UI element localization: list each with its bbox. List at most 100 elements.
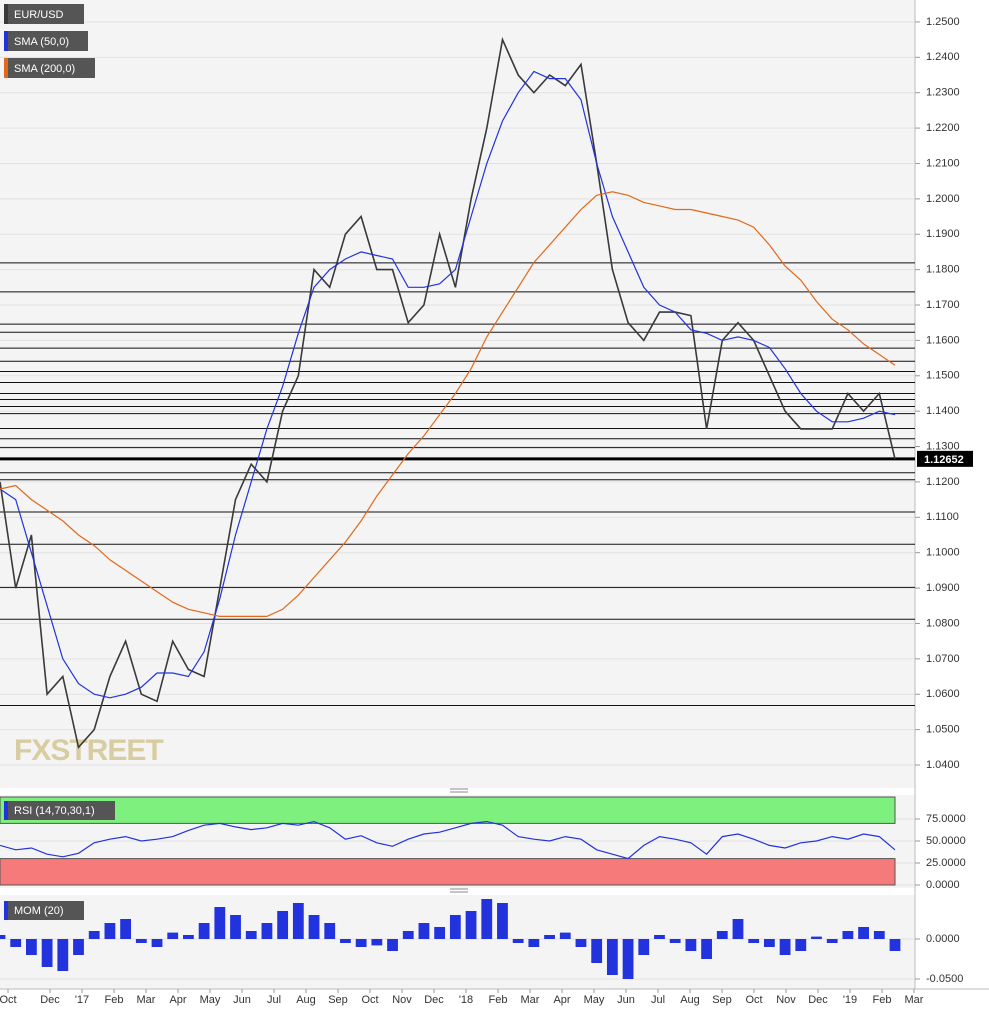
mom-bar xyxy=(842,931,854,939)
panel-title: MOM (20) xyxy=(4,901,84,920)
y-tick-label: 1.1800 xyxy=(926,264,960,276)
overbought-zone xyxy=(0,796,896,824)
y-tick-label: 1.0900 xyxy=(926,582,960,594)
mom-bar xyxy=(261,923,273,939)
mom-bar xyxy=(873,931,885,939)
y-tick-label: 0.0000 xyxy=(926,933,960,945)
mom-bar xyxy=(763,939,775,947)
x-tick-label: '18 xyxy=(459,994,473,1006)
legend-item: EUR/USD xyxy=(4,4,84,24)
y-tick-label: 1.0400 xyxy=(926,759,960,771)
mom-bar xyxy=(73,939,84,955)
mom-bar xyxy=(544,935,555,939)
x-tick-label: Apr xyxy=(553,994,570,1006)
y-tick-label: 1.1500 xyxy=(926,370,960,382)
mom-bar xyxy=(701,939,712,959)
legend-chip xyxy=(4,4,84,24)
mom-bar xyxy=(685,939,697,951)
mom-bar xyxy=(104,923,116,939)
y-tick-label: 1.2100 xyxy=(926,157,960,169)
x-tick-label: Jul xyxy=(651,994,665,1006)
title-chip xyxy=(4,901,84,920)
x-tick-label: Apr xyxy=(169,994,186,1006)
title-swatch xyxy=(4,901,8,920)
x-tick-label: Aug xyxy=(680,994,700,1006)
series-line xyxy=(0,820,896,860)
last-price-box xyxy=(917,450,973,467)
mom-bar xyxy=(654,935,665,939)
mom-bar xyxy=(10,939,22,947)
x-tick-label: '17 xyxy=(75,994,89,1006)
mom-bar xyxy=(340,939,351,943)
mom-bar xyxy=(120,919,132,939)
mom-bar xyxy=(858,927,869,939)
x-tick-label: Jun xyxy=(233,994,251,1006)
x-tick-label: Mar xyxy=(905,994,924,1006)
legend-label: SMA (200,0) xyxy=(14,63,75,75)
y-tick-label: 1.2500 xyxy=(926,16,960,28)
legend-chip xyxy=(4,58,95,78)
panel-title-text: RSI (14,70,30,1) xyxy=(14,805,95,817)
legend-item: SMA (50,0) xyxy=(4,31,88,51)
mom-bar xyxy=(88,931,100,939)
price-panel xyxy=(0,0,915,788)
mom-bar xyxy=(591,939,603,963)
x-tick-label: Feb xyxy=(489,994,508,1006)
mom-bar xyxy=(418,923,430,939)
x-tick-label: Nov xyxy=(392,994,412,1006)
mom-bar xyxy=(167,932,179,939)
y-tick-label: 1.2300 xyxy=(926,87,960,99)
mom-bar xyxy=(183,935,194,939)
y-tick-label: 1.1900 xyxy=(926,228,960,240)
mom-bar xyxy=(324,923,336,939)
mom-bar xyxy=(575,939,587,947)
x-tick-label: Sep xyxy=(328,994,348,1006)
mom-bar xyxy=(826,939,838,943)
x-tick-label: Feb xyxy=(873,994,892,1006)
mom-bar xyxy=(732,919,744,939)
legend-chip xyxy=(4,31,88,51)
mom-bar xyxy=(889,939,901,951)
mom-bar xyxy=(795,939,807,951)
mom-bar xyxy=(638,939,650,955)
y-tick-label: 1.1700 xyxy=(926,299,960,311)
mom-bar xyxy=(559,932,571,939)
mom-bar xyxy=(135,939,147,943)
x-tick-label: Feb xyxy=(105,994,124,1006)
mom-bar xyxy=(497,903,508,939)
title-chip xyxy=(4,801,115,820)
y-tick-label: 75.0000 xyxy=(926,813,966,825)
x-tick-label: Dec xyxy=(424,994,444,1006)
mom-bar xyxy=(230,915,241,939)
x-tick-label: Sep xyxy=(712,994,732,1006)
y-tick-label: 25.0000 xyxy=(926,857,966,869)
x-tick-label: Jun xyxy=(617,994,635,1006)
mom-bar xyxy=(622,939,634,979)
mom-bar xyxy=(449,915,461,939)
panel-title: RSI (14,70,30,1) xyxy=(4,801,115,820)
legend-swatch xyxy=(4,31,8,51)
mom-bar xyxy=(481,899,493,939)
x-tick-label: Oct xyxy=(0,994,17,1006)
mom-bar xyxy=(669,939,681,943)
mom-bar xyxy=(26,939,37,955)
mom-bar xyxy=(308,915,320,939)
legend-label: EUR/USD xyxy=(14,9,64,21)
series-line xyxy=(0,191,896,617)
mom-bar xyxy=(402,931,414,939)
series-line xyxy=(0,70,896,699)
y-tick-label: 50.0000 xyxy=(926,835,966,847)
mom-bar xyxy=(198,923,210,939)
y-tick-label: 1.2400 xyxy=(926,51,960,63)
y-tick-label: 0.0000 xyxy=(926,879,960,891)
y-tick-label: 1.1200 xyxy=(926,476,960,488)
mom-bar xyxy=(151,939,163,947)
mom-bar xyxy=(465,911,477,939)
mom-bar xyxy=(355,939,367,947)
mom-bar xyxy=(779,939,791,955)
mom-bar xyxy=(371,939,383,946)
y-tick-label: 1.1400 xyxy=(926,405,960,417)
y-tick-label: 1.1000 xyxy=(926,547,960,559)
legend-swatch xyxy=(4,4,8,24)
y-tick-label: 1.2000 xyxy=(926,193,960,205)
